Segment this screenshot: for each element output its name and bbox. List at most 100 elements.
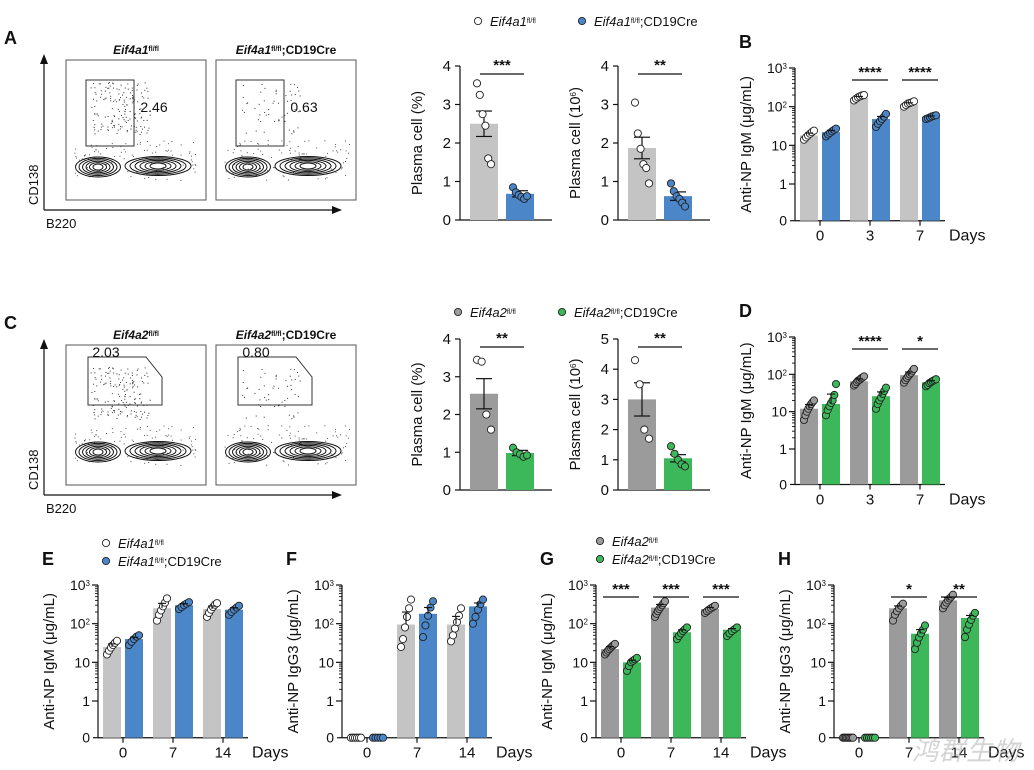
event-dot <box>122 402 124 404</box>
event-dot <box>119 382 121 384</box>
x-tick-label: 0 <box>816 228 824 245</box>
flow-plot-title: Eif4a2fl/fl;CD19Cre <box>236 328 337 342</box>
data-point <box>522 451 532 460</box>
gate <box>237 356 313 406</box>
legend-marker <box>577 16 587 26</box>
event-dot <box>146 426 148 428</box>
event-dot <box>94 87 96 89</box>
event-dot <box>157 174 159 176</box>
contour-line <box>82 159 114 175</box>
event-dot <box>110 122 112 124</box>
y-tick-label: 1 <box>601 174 609 191</box>
y-tick-label: 1 <box>82 693 90 709</box>
event-dot <box>94 436 96 438</box>
event-dot <box>123 101 125 103</box>
event-dot <box>132 96 134 98</box>
event-dot <box>291 94 293 96</box>
event-dot <box>189 436 191 438</box>
event-dot <box>260 91 262 93</box>
legend-e: Eif4a1fl/fl Eif4a1fl/fl;CD19Cre <box>101 536 222 569</box>
contour-line <box>289 444 327 458</box>
event-dot <box>125 381 127 383</box>
event-dot <box>308 140 310 142</box>
event-dot <box>124 120 126 122</box>
significance-marker: * <box>906 581 912 598</box>
event-dot <box>234 448 236 450</box>
event-dot <box>137 386 139 388</box>
y-tick-label: 102 <box>70 616 91 632</box>
event-dot <box>344 140 346 142</box>
event-dot <box>107 129 109 131</box>
event-dot <box>294 435 296 437</box>
data-point <box>610 639 620 648</box>
event-dot <box>125 428 127 430</box>
data-point <box>477 357 486 366</box>
event-dot <box>268 394 270 396</box>
data-point <box>909 97 919 106</box>
event-dot <box>134 113 136 115</box>
event-dot <box>91 391 93 393</box>
event-dot <box>108 372 110 374</box>
event-dot <box>112 368 114 370</box>
event-dot <box>159 144 161 146</box>
event-dot <box>130 460 132 462</box>
event-dot <box>121 115 123 117</box>
event-dot <box>127 373 129 375</box>
event-dot <box>227 149 229 151</box>
bar <box>911 633 929 738</box>
event-dot <box>131 90 133 92</box>
event-dot <box>190 159 192 161</box>
event-dot <box>123 148 125 150</box>
event-dot <box>261 83 263 85</box>
event-dot <box>146 119 148 121</box>
event-dot <box>118 403 120 405</box>
event-dot <box>127 88 129 90</box>
event-dot <box>133 391 135 393</box>
event-dot <box>120 146 122 148</box>
event-dot <box>281 401 283 403</box>
event-dot <box>239 142 241 144</box>
event-dot <box>125 116 127 118</box>
y-tick-label: 10 <box>572 654 588 670</box>
event-dot <box>305 438 307 440</box>
event-dot <box>285 95 287 97</box>
event-dot <box>345 445 347 447</box>
y-tick-label: 102 <box>767 366 788 382</box>
legend-marker <box>473 16 483 26</box>
event-dot <box>180 464 182 466</box>
event-dot <box>108 82 110 84</box>
bar <box>961 618 979 738</box>
y-tick-label: 4 <box>443 58 451 75</box>
event-dot <box>246 102 248 104</box>
event-dot <box>167 434 169 436</box>
y-tick-label: 0 <box>601 212 609 229</box>
event-dot <box>246 437 248 439</box>
panel-letter: B <box>739 32 752 52</box>
data-point <box>478 595 488 604</box>
event-dot <box>107 414 109 416</box>
data-point <box>666 179 676 188</box>
event-dot <box>141 413 143 415</box>
event-dot <box>136 405 138 407</box>
event-dot <box>124 87 126 89</box>
event-dot <box>123 443 125 445</box>
event-dot <box>290 368 292 370</box>
event-dot <box>242 394 244 396</box>
event-dot <box>147 376 149 378</box>
event-dot <box>131 154 133 156</box>
event-dot <box>345 160 347 162</box>
event-dot <box>84 444 86 446</box>
y-axis-label: Plasma cell (106) <box>567 87 584 199</box>
event-dot <box>289 432 291 434</box>
x-tick-label: 7 <box>905 745 913 762</box>
event-dot <box>136 456 138 458</box>
legend-marker <box>101 556 111 566</box>
event-dot <box>297 431 299 433</box>
event-dot <box>95 433 97 435</box>
event-dot <box>110 407 112 409</box>
event-dot <box>134 384 136 386</box>
event-dot <box>95 398 97 400</box>
event-dot <box>294 108 296 110</box>
data-point <box>378 733 388 742</box>
data-point <box>859 90 869 100</box>
